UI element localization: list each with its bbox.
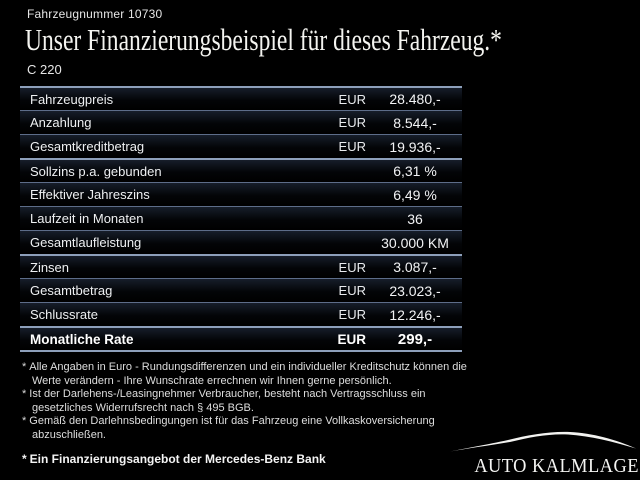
footnote: * Ist der Darlehens-/Leasingnehmer Verbra… (22, 388, 478, 415)
row-value: 23.023,- (389, 282, 441, 299)
row-label: Sollzins p.a. gebunden (30, 163, 162, 179)
row-value: 6,49 % (393, 186, 437, 203)
row-value: 12.246,- (389, 306, 441, 323)
row-currency: EUR (338, 259, 366, 275)
table-row: Gesamtbetrag EUR 23.023,- (20, 278, 462, 302)
row-currency: EUR (338, 283, 366, 298)
table-row: Fahrzeugpreis EUR 28.480,- (20, 86, 462, 110)
dealer-name: AUTO KALMLAGE (474, 455, 639, 477)
row-value: 299,- (397, 330, 433, 348)
footnote-marker: * (22, 452, 27, 466)
footnote-marker: * (22, 361, 27, 373)
table-row: Gesamtkreditbetrag EUR 19.936,- (20, 134, 462, 158)
row-value: 19.936,- (389, 138, 441, 155)
vehicle-number: Fahrzeugnummer 10730 (27, 7, 163, 21)
row-value: 3.087,- (393, 259, 437, 275)
row-value: 8.544,- (393, 114, 437, 131)
footnote-text: Gemäß den Darlehnsbedingungen ist für da… (29, 415, 435, 441)
footnote: * Alle Angaben in Euro - Rundungsdifferen… (22, 361, 478, 388)
footnote-text: Ein Finanzierungsangebot der Mercedes-Be… (29, 452, 326, 466)
footnotes: * Alle Angaben in Euro - Rundungsdifferen… (22, 361, 478, 467)
row-value: 30.000 KM (381, 234, 449, 251)
footnote-marker: * (22, 415, 27, 427)
row-label: Anzahlung (30, 115, 92, 130)
row-label: Gesamtkreditbetrag (30, 139, 145, 154)
table-row: Sollzins p.a. gebunden 6,31 % (20, 158, 462, 182)
table-row-monthly-rate: Monatliche Rate EUR 299,- (20, 326, 462, 350)
row-currency: EUR (338, 307, 366, 322)
row-value: 28.480,- (389, 91, 441, 107)
row-currency: EUR (337, 331, 366, 347)
footnote: * Gemäß den Darlehnsbedingungen ist für d… (22, 415, 478, 442)
row-label: Gesamtbetrag (30, 283, 113, 298)
row-value: 36 (407, 210, 423, 227)
row-label: Effektiver Jahreszins (30, 187, 150, 202)
car-silhouette-icon (448, 431, 636, 452)
page-title: Unser Finanzierungsbeispiel für dieses F… (25, 22, 502, 57)
row-label: Fahrzeugpreis (30, 91, 114, 107)
table-row: Effektiver Jahreszins 6,49 % (20, 182, 462, 206)
table-row: Zinsen EUR 3.087,- (20, 254, 462, 278)
financing-bank-note: * Ein Finanzierungsangebot der Mercedes-B… (22, 452, 478, 467)
table-row: Anzahlung EUR 8.544,- (20, 110, 462, 134)
row-label: Laufzeit in Monaten (30, 211, 144, 226)
table-row: Schlussrate EUR 12.246,- (20, 302, 462, 326)
footnote-text: Ist der Darlehens-/Leasingnehmer Verbrau… (29, 388, 426, 414)
row-currency: EUR (338, 139, 366, 154)
row-label: Gesamtlaufleistung (30, 235, 142, 250)
dealer-logo: AUTO KALMLAGE (443, 431, 639, 477)
table-row: Gesamtlaufleistung 30.000 KM (20, 230, 462, 254)
footnote-marker: * (22, 388, 27, 400)
row-currency: EUR (338, 91, 366, 107)
row-label: Zinsen (30, 259, 70, 275)
row-label: Schlussrate (30, 307, 98, 322)
finance-table: Fahrzeugpreis EUR 28.480,- Anzahlung EUR… (20, 86, 462, 352)
footnote-text: Alle Angaben in Euro - Rundungsdifferenz… (29, 361, 467, 387)
vehicle-model: C 220 (27, 62, 62, 77)
row-value: 6,31 % (393, 163, 437, 179)
table-row: Laufzeit in Monaten 36 (20, 206, 462, 230)
row-label: Monatliche Rate (30, 331, 134, 347)
row-currency: EUR (338, 115, 366, 130)
